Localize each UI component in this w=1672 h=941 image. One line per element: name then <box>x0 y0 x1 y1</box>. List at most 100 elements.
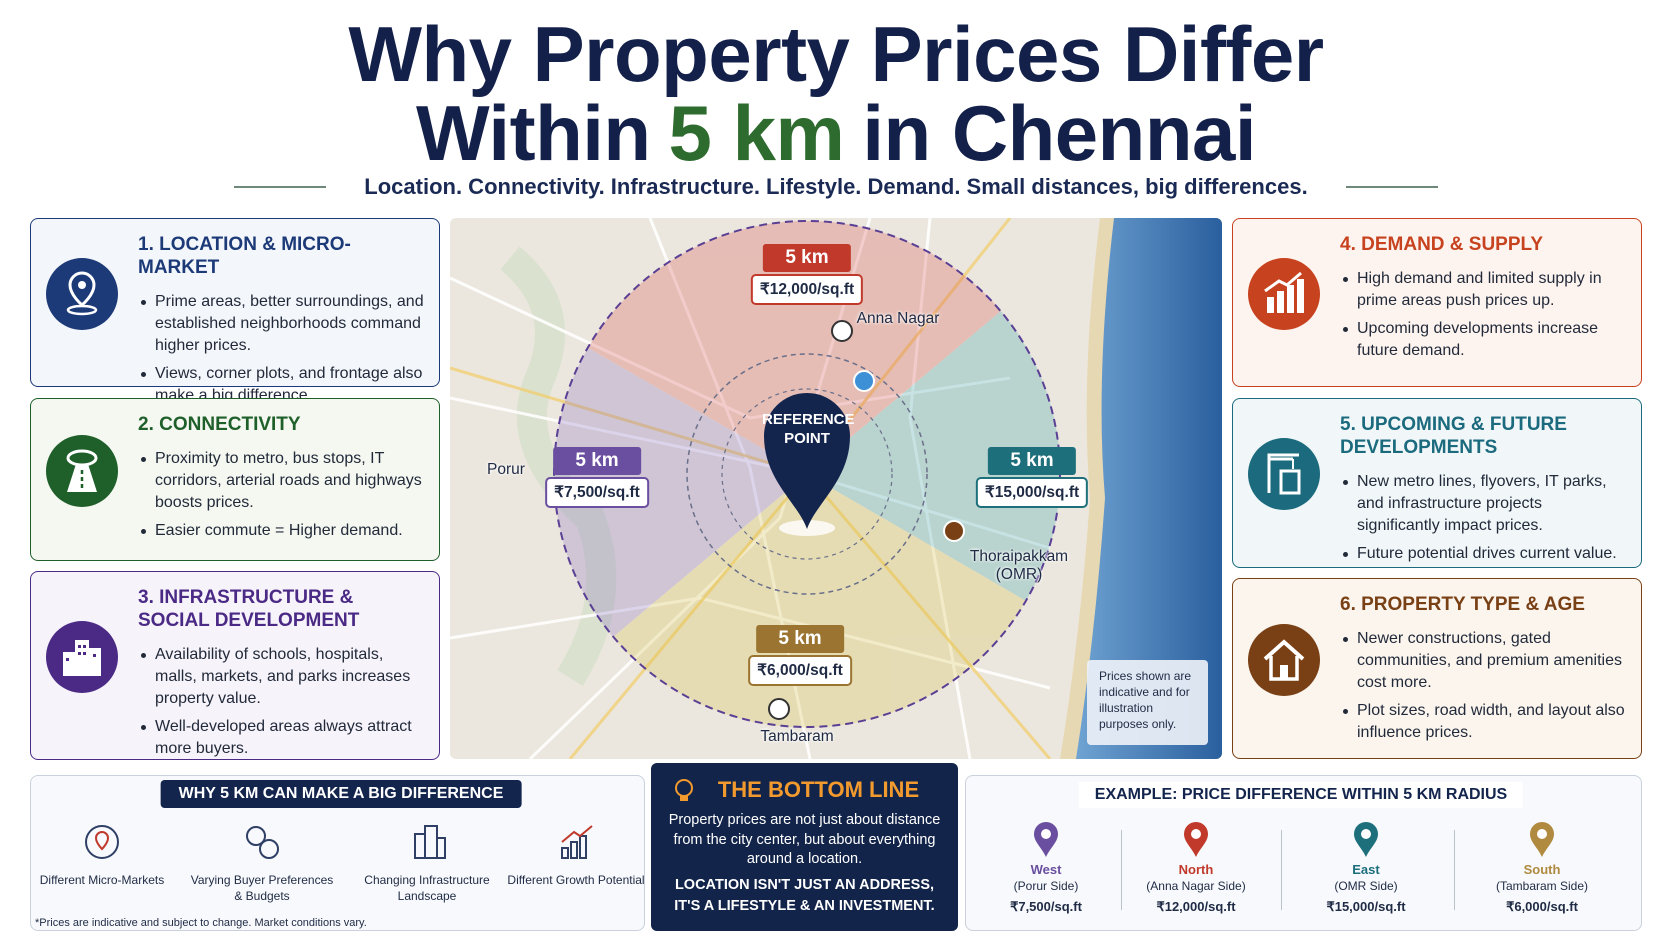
map: 5 km ₹12,000/sq.ft 5 km ₹7,500/sq.ft 5 km ₹15… <box>450 218 1222 759</box>
card-icon <box>46 434 118 507</box>
info-card: 5. UPCOMING & FUTURE DEVELOPMENTS New met… <box>1232 398 1642 568</box>
card-bullet: High demand and limited supply in prime … <box>1340 268 1629 312</box>
zone-distance: 5 km <box>988 447 1076 475</box>
info-card: 1. LOCATION & MICRO-MARKET Prime areas, b… <box>30 218 440 404</box>
column-divider <box>1121 830 1122 910</box>
bottom-line-heading: THE BOTTOM LINE <box>717 777 920 802</box>
why-heading: WHY 5 KM CAN MAKE A BIG DIFFERENCE <box>160 780 522 808</box>
title-part: in Chennai <box>862 89 1257 177</box>
example-price: ₹15,000/sq.ft <box>1326 899 1406 914</box>
place-label: Tambaram <box>760 728 834 745</box>
why-label: Different Growth Potential <box>507 873 645 887</box>
example-side: (Tambaram Side) <box>1495 879 1589 893</box>
bottom-line-box: THE BOTTOM LINE Property prices are not … <box>651 763 958 931</box>
example-price: ₹12,000/sq.ft <box>1156 899 1236 914</box>
zone-distance: 5 km <box>756 625 844 653</box>
example-direction: East <box>1352 862 1380 877</box>
bottom-line-text: Property prices are not just about dista… <box>668 812 941 867</box>
inner-circle <box>721 388 893 560</box>
card-bullet: Well-developed areas always attract more… <box>138 716 427 760</box>
decor-line <box>234 186 326 188</box>
green-patch <box>500 246 617 686</box>
card-bullet: Future potential drives current value. <box>1340 543 1629 565</box>
example-pin <box>1530 822 1554 857</box>
why-icon <box>561 825 593 859</box>
poi-icons <box>768 320 965 720</box>
card-bullet: Availability of schools, hospitals, mall… <box>138 644 427 710</box>
info-card: 4. DEMAND & SUPPLY High demand and limite… <box>1232 218 1642 387</box>
example-column: West (Porur Side) ₹7,500/sq.ft <box>966 862 1126 915</box>
example-column: South (Tambaram Side) ₹6,000/sq.ft <box>1462 862 1622 915</box>
zone-tag: 5 km ₹12,000/sq.ft <box>750 244 864 305</box>
zone-price: ₹7,500/sq.ft <box>545 477 649 508</box>
column-divider <box>1454 830 1455 910</box>
zone-tag: 5 km ₹6,000/sq.ft <box>748 625 852 686</box>
card-title: 1. LOCATION & MICRO-MARKET <box>138 234 351 278</box>
zones <box>554 220 1061 728</box>
sea <box>1076 218 1222 759</box>
zone-distance: 5 km <box>553 447 641 475</box>
bottom-line-statement: LOCATION ISN'T JUST AN ADDRESS, IT'S A L… <box>674 877 935 914</box>
card-bullets: Prime areas, better surroundings, and es… <box>138 291 427 413</box>
reference-point: REFERENCE POINT <box>762 411 855 447</box>
place-label: Porur <box>487 461 525 478</box>
card-title: 5. UPCOMING & FUTURE DEVELOPMENTS <box>1340 414 1567 458</box>
decor-line <box>1346 186 1438 188</box>
title-line-1: Why Property Prices Differ <box>348 10 1324 98</box>
card-bullets: Proximity to metro, bus stops, IT corrid… <box>138 448 427 548</box>
zone-distance: 5 km <box>763 244 851 272</box>
place-label: Anna Nagar <box>856 310 940 327</box>
card-bullet: New metro lines, flyovers, IT parks, and… <box>1340 471 1629 537</box>
card-bullets: Availability of schools, hospitals, mall… <box>138 644 427 766</box>
why-icon <box>85 825 119 859</box>
place-label: Thoraipakkam (OMR) <box>969 548 1069 583</box>
example-side: (OMR Side) <box>1334 879 1398 893</box>
card-icon <box>46 257 118 330</box>
card-bullets: Newer constructions, gated communities, … <box>1340 628 1629 750</box>
card-bullet: Newer constructions, gated communities, … <box>1340 628 1629 694</box>
bulb-icon <box>675 779 693 801</box>
why-label: Different Micro-Markets <box>39 873 165 887</box>
card-bullets: New metro lines, flyovers, IT parks, and… <box>1340 471 1629 571</box>
title-part: Within <box>415 89 651 177</box>
card-icon <box>1248 257 1320 330</box>
card-title: 6. PROPERTY TYPE & AGE <box>1340 594 1585 615</box>
card-bullet: Upcoming developments increase future de… <box>1340 318 1629 362</box>
example-column: North (Anna Nagar Side) ₹12,000/sq.ft <box>1116 862 1276 915</box>
example-side: (Porur Side) <box>1013 879 1079 893</box>
column-divider <box>1281 830 1282 910</box>
zone-tag: 5 km ₹15,000/sq.ft <box>975 447 1089 508</box>
example-direction: South <box>1523 862 1561 877</box>
example-pin <box>1184 822 1208 857</box>
card-bullets: High demand and limited supply in prime … <box>1340 268 1629 368</box>
why-icon <box>414 825 446 859</box>
example-column: East (OMR Side) ₹15,000/sq.ft <box>1286 862 1446 915</box>
example-direction: West <box>1030 862 1062 877</box>
example-price: ₹7,500/sq.ft <box>1010 899 1082 914</box>
why-label: Varying Buyer Preferences & Budgets <box>190 873 334 903</box>
example-heading: EXAMPLE: PRICE DIFFERENCE WITHIN 5 KM RA… <box>1078 782 1524 808</box>
zone-price: ₹12,000/sq.ft <box>750 274 864 305</box>
example-pin <box>1034 822 1058 857</box>
card-bullet: Prime areas, better surroundings, and es… <box>138 291 427 357</box>
card-title: 3. INFRASTRUCTURE & SOCIAL DEVELOPMENT <box>138 587 360 631</box>
inner-circle <box>686 353 928 595</box>
example-side: (Anna Nagar Side) <box>1146 879 1246 893</box>
info-card: 2. CONNECTIVITY Proximity to metro, bus s… <box>30 398 440 561</box>
title-line-2: Within 5 km in Chennai <box>0 93 1672 173</box>
card-title: 2. CONNECTIVITY <box>138 414 301 435</box>
card-bullet: Plot sizes, road width, and layout also … <box>1340 700 1629 744</box>
title-highlight: 5 km <box>668 89 845 177</box>
footnote: *Prices are indicative and subject to ch… <box>35 917 367 929</box>
subtitle: Location. Connectivity. Infrastructure. … <box>364 174 1308 199</box>
info-card: 3. INFRASTRUCTURE & SOCIAL DEVELOPMENT Av… <box>30 571 440 760</box>
zone-price: ₹15,000/sq.ft <box>975 477 1089 508</box>
info-card: 6. PROPERTY TYPE & AGE Newer construction… <box>1232 578 1642 759</box>
zone-tag: 5 km ₹7,500/sq.ft <box>545 447 649 508</box>
example-direction: North <box>1178 862 1214 877</box>
why-icon <box>246 826 279 859</box>
card-icon <box>1248 623 1320 696</box>
zone-price: ₹6,000/sq.ft <box>748 655 852 686</box>
